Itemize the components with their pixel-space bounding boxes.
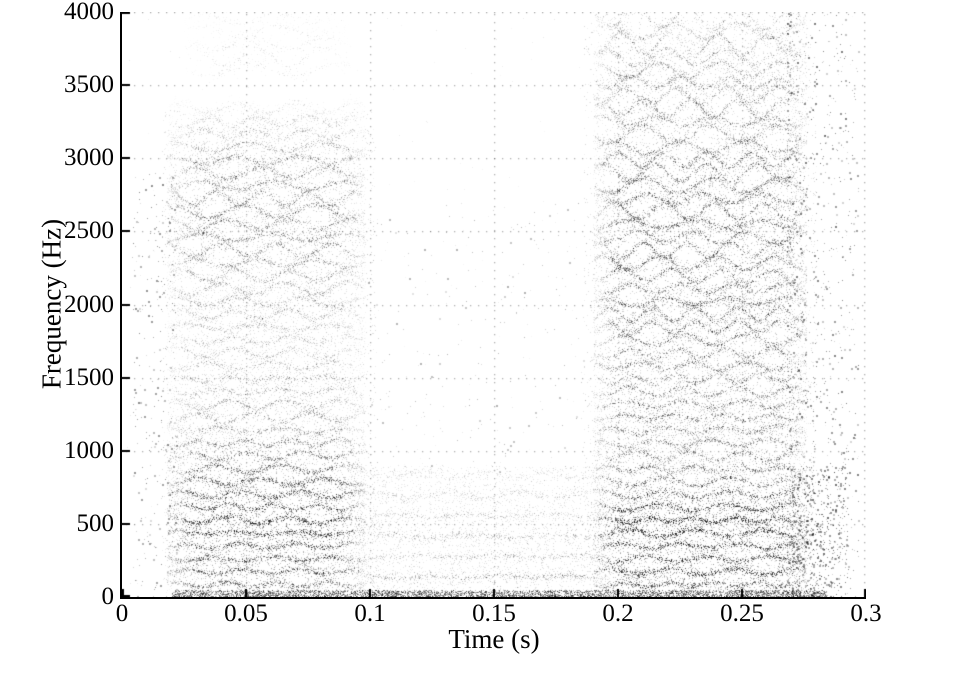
x-axis-tick-label: 0.2 — [602, 600, 634, 627]
y-axis-label: Frequency (Hz) — [36, 218, 67, 390]
scatter-plot-canvas — [122, 12, 866, 597]
y-axis-tick-label: 500 — [76, 509, 115, 537]
x-axis-tick-label: 0.05 — [224, 600, 268, 627]
y-axis-tick-label: 1000 — [64, 436, 114, 464]
y-axis-tick-label: 2500 — [64, 217, 114, 245]
x-axis-tick-label: 0.1 — [354, 600, 386, 627]
y-axis-tick-label: 2000 — [64, 290, 114, 318]
plot-area — [120, 12, 866, 599]
x-axis-label: Time (s) — [448, 624, 540, 654]
x-axis-tick-label: 0.3 — [850, 600, 882, 627]
x-axis-tick-label: 0 — [115, 600, 129, 627]
y-axis-tick-label: 3000 — [64, 144, 114, 172]
y-axis-tick-label: 4000 — [64, 0, 114, 25]
y-axis-tick-label: 1500 — [64, 363, 114, 391]
y-axis-tick-label: 3500 — [64, 71, 114, 99]
y-axis-tick-label: 0 — [101, 583, 115, 610]
x-axis-tick-label: 0.15 — [472, 600, 516, 627]
x-axis-tick-label: 0.25 — [720, 600, 764, 627]
